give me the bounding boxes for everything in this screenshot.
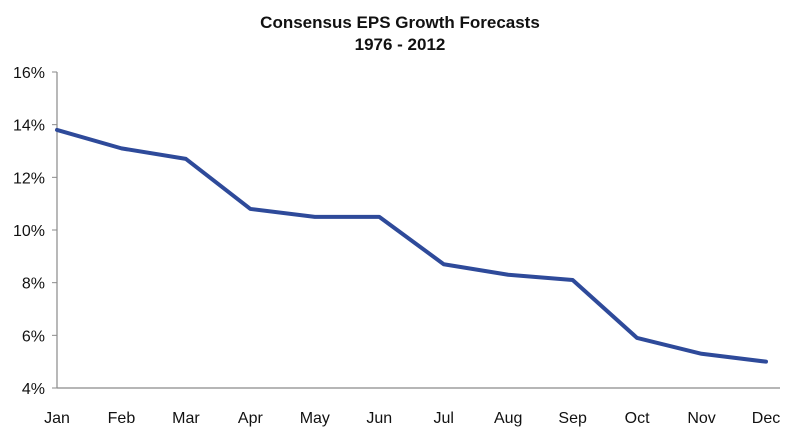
x-tick-label: Mar (172, 410, 200, 427)
x-tick-label: Sep (558, 410, 587, 427)
x-tick-label: Oct (625, 410, 650, 427)
x-tick-label: Jan (44, 410, 70, 427)
x-tick-label: Dec (752, 410, 780, 427)
chart-subtitle: 1976 - 2012 (354, 35, 446, 54)
y-tick-label: 14% (13, 118, 45, 135)
y-tick-label: 6% (22, 328, 45, 345)
x-tick-label: Aug (494, 410, 522, 427)
chart-title: Consensus EPS Growth Forecasts (260, 13, 540, 32)
x-tick-label: Feb (108, 410, 136, 427)
chart-title-block: Consensus EPS Growth Forecasts 1976 - 20… (0, 12, 800, 56)
y-tick-label: 12% (13, 170, 45, 187)
x-tick-label: May (300, 410, 330, 427)
x-tick-label: Apr (238, 410, 264, 427)
x-tick-label: Jul (434, 410, 454, 427)
x-tick-label: Jun (366, 410, 392, 427)
series-line (55, 127, 768, 364)
y-tick-label: 8% (22, 276, 45, 293)
y-tick-label: 16% (13, 65, 45, 82)
y-tick-label: 4% (22, 381, 45, 398)
x-tick-label: Nov (687, 410, 715, 427)
y-tick-label: 10% (13, 223, 45, 240)
